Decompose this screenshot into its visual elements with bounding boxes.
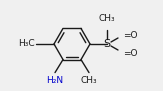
Text: H₃C: H₃C xyxy=(18,39,35,49)
Text: S: S xyxy=(104,39,111,49)
Text: CH₃: CH₃ xyxy=(99,14,115,23)
Text: CH₃: CH₃ xyxy=(81,76,97,85)
Text: =O: =O xyxy=(123,30,138,39)
Text: H₂N: H₂N xyxy=(46,76,64,85)
Text: =O: =O xyxy=(123,49,138,58)
